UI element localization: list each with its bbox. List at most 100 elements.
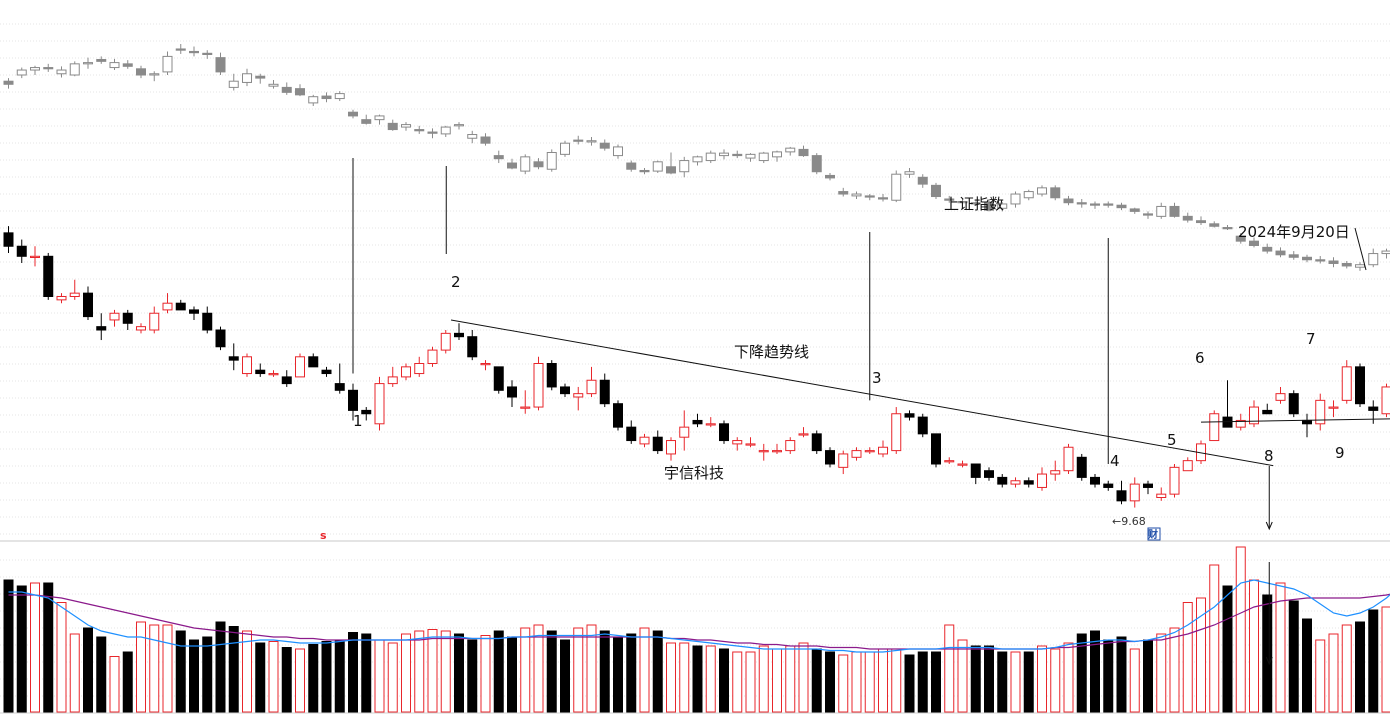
index-body <box>944 198 955 201</box>
index-body <box>1302 256 1312 261</box>
stock-body <box>705 423 716 426</box>
index-candle-79 <box>1037 185 1047 197</box>
index-body <box>281 86 292 93</box>
volume-bar-86 <box>1129 648 1140 713</box>
stock-candle-8 <box>96 313 107 341</box>
stock-body <box>122 312 133 324</box>
index-body <box>1103 203 1114 206</box>
volume-bar-76 <box>997 651 1008 713</box>
point-label-1: 1 <box>353 412 363 430</box>
stock-body <box>387 376 398 385</box>
stock-body <box>109 312 120 321</box>
stock-candle-57 <box>745 437 756 448</box>
index-candle-68 <box>891 170 902 203</box>
index-candle-56 <box>732 150 743 159</box>
stock-body <box>189 309 199 314</box>
index-candle-16 <box>202 50 213 59</box>
stock-candle-50 <box>652 430 663 454</box>
stock-candle-19 <box>242 353 252 377</box>
stock-candle-23 <box>295 353 305 378</box>
volume-bar-65 <box>851 651 862 713</box>
point-label-9: 9 <box>1335 444 1345 462</box>
index-candle-94 <box>1235 233 1246 244</box>
index-body <box>1156 205 1167 217</box>
stock-candle-82 <box>1076 453 1087 481</box>
stock-candle-60 <box>785 437 796 454</box>
stock-body <box>454 332 464 338</box>
stock-body <box>1355 366 1365 405</box>
volume-bar-55 <box>719 648 729 713</box>
index-candle-14 <box>175 44 186 54</box>
volume-bar-26 <box>334 639 345 713</box>
stock-body <box>719 423 729 442</box>
stock-body <box>692 419 703 425</box>
low-price-label: ←9.68 <box>1112 515 1146 528</box>
volume-bar-95 <box>1249 579 1259 713</box>
grid-lines <box>0 23 1390 697</box>
volume-bar-91 <box>1196 597 1206 713</box>
index-candle-69 <box>904 168 915 178</box>
volume-bar-33 <box>427 629 438 713</box>
volume-bar-46 <box>599 630 610 713</box>
volume-bar-18 <box>228 626 239 713</box>
index-candle-93 <box>1222 225 1233 230</box>
stock-candle-26 <box>334 363 345 394</box>
point-label-4: 4 <box>1110 452 1120 470</box>
stock-candle-88 <box>1156 487 1167 501</box>
stock-candle-67 <box>878 440 888 458</box>
stock-body <box>30 255 40 258</box>
volume-bar-14 <box>175 630 186 713</box>
index-candle-78 <box>1023 189 1034 201</box>
index-series-label: 上证指数 <box>944 195 1004 213</box>
volume-bar-7 <box>83 627 93 713</box>
index-body <box>825 174 835 179</box>
index-body <box>30 67 40 71</box>
volume-bar-11 <box>136 621 146 713</box>
stock-body <box>202 312 213 331</box>
stock-candle-27 <box>348 383 358 421</box>
stock-candle-54 <box>705 417 716 428</box>
volume-bar-96 <box>1262 594 1273 713</box>
index-body <box>440 126 451 135</box>
stock-candle-103 <box>1355 363 1365 408</box>
stock-body <box>401 366 411 378</box>
stock-candle-46 <box>599 373 610 408</box>
stock-candle-61 <box>798 427 809 438</box>
stock-candle-13 <box>162 293 173 314</box>
volume-bar-100 <box>1315 639 1326 713</box>
stock-candle-104 <box>1368 400 1379 424</box>
index-body <box>546 152 557 170</box>
stock-body <box>1182 460 1193 472</box>
index-candle-29 <box>374 114 385 125</box>
stock-candle-28 <box>361 407 372 421</box>
stock-body <box>825 450 835 465</box>
stock-body <box>136 326 146 331</box>
stock-body <box>573 393 584 398</box>
index-body <box>1328 260 1339 264</box>
volume-bar-54 <box>705 645 716 713</box>
index-body <box>520 156 531 172</box>
stock-candle-9 <box>109 309 120 327</box>
index-candle-32 <box>414 125 425 134</box>
stock-candle-80 <box>1050 460 1061 481</box>
index-body <box>838 191 849 195</box>
index-candle-35 <box>454 122 464 130</box>
index-candle-2 <box>16 67 27 79</box>
stock-body <box>440 332 451 351</box>
index-candle-73 <box>957 199 968 207</box>
index-body <box>1129 208 1140 212</box>
stock-body <box>414 363 425 375</box>
point-label-2: 2 <box>451 273 461 291</box>
stock-body <box>944 460 955 463</box>
stock-candle-58 <box>758 443 769 461</box>
index-candle-71 <box>931 182 941 199</box>
index-candle-26 <box>334 91 345 102</box>
stock-body <box>228 356 239 361</box>
index-body <box>1023 191 1034 199</box>
stock-body <box>878 446 888 455</box>
volume-bar-82 <box>1076 633 1087 713</box>
stock-body <box>1023 480 1034 485</box>
stock-body <box>785 440 796 452</box>
index-candle-48 <box>626 160 637 172</box>
stock-body <box>83 292 93 318</box>
